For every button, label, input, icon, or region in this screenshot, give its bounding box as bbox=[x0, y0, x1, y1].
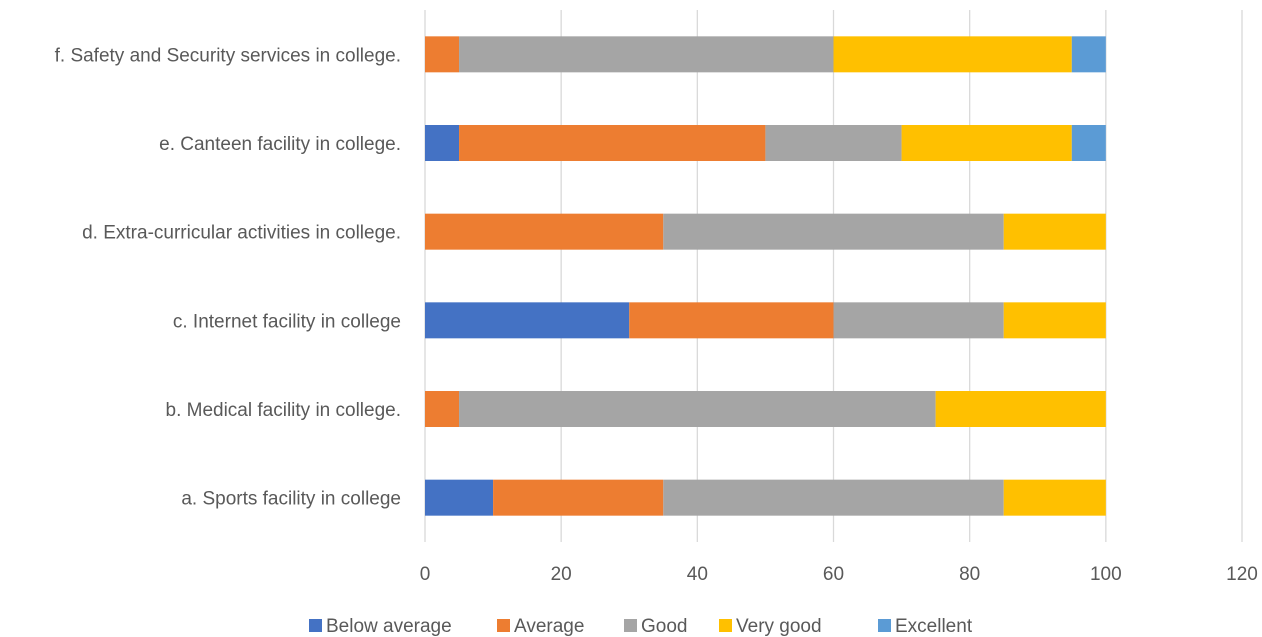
bar-segment bbox=[459, 391, 936, 427]
bar-segment bbox=[425, 125, 460, 161]
bar-segment bbox=[1003, 302, 1106, 339]
bar-segment bbox=[935, 391, 1106, 427]
x-tick-labels: 0 20 40 60 80 100 120 bbox=[420, 564, 1258, 585]
category-label: d. Extra-curricular activities in colleg… bbox=[82, 223, 401, 244]
legend-swatch bbox=[878, 619, 891, 632]
legend-swatch bbox=[497, 619, 510, 632]
x-tick-label: 0 bbox=[420, 564, 431, 585]
x-tick-label: 20 bbox=[551, 564, 572, 585]
bar-segment bbox=[833, 302, 1004, 339]
bar-segment bbox=[629, 302, 834, 339]
bar-segment bbox=[1071, 125, 1106, 161]
x-tick-label: 80 bbox=[959, 564, 980, 585]
x-tick-label: 40 bbox=[687, 564, 708, 585]
bar-segment bbox=[425, 479, 494, 516]
category-label: f. Safety and Security services in colle… bbox=[55, 45, 401, 66]
legend-label: Good bbox=[641, 616, 687, 637]
bar-segment bbox=[425, 302, 630, 339]
category-label: c. Internet facility in college bbox=[173, 311, 401, 332]
legend-label: Excellent bbox=[895, 616, 973, 637]
category-label: a. Sports facility in college bbox=[181, 489, 401, 510]
bar-segment bbox=[425, 36, 460, 73]
gridlines bbox=[424, 10, 1243, 542]
category-labels: a. Sports facility in college b. Medical … bbox=[55, 45, 401, 509]
x-tick-label: 120 bbox=[1226, 564, 1258, 585]
bar-segment bbox=[493, 479, 664, 516]
category-label: b. Medical facility in college. bbox=[166, 400, 402, 421]
bar-segment bbox=[425, 391, 460, 427]
legend-swatch bbox=[719, 619, 732, 632]
bar-segment bbox=[765, 125, 902, 161]
legend-swatch bbox=[624, 619, 637, 632]
bar-segment bbox=[1071, 36, 1106, 73]
x-tick-label: 60 bbox=[823, 564, 844, 585]
bar-segment bbox=[1003, 213, 1106, 250]
bar-segment bbox=[425, 213, 664, 250]
bar-segment bbox=[663, 479, 1004, 516]
bar-segment bbox=[1003, 479, 1106, 516]
bar-segment bbox=[663, 213, 1004, 250]
legend-label: Below average bbox=[326, 616, 452, 637]
legend-swatch bbox=[309, 619, 322, 632]
legend-label: Very good bbox=[736, 616, 822, 637]
bars bbox=[425, 36, 1106, 516]
bar-segment bbox=[901, 125, 1072, 161]
x-tick-label: 100 bbox=[1090, 564, 1122, 585]
legend-label: Average bbox=[514, 616, 584, 637]
bar-segment bbox=[833, 36, 1072, 73]
bar-segment bbox=[459, 36, 834, 73]
legend: Below average Average Good Very good Excelle… bbox=[309, 616, 973, 637]
bar-segment bbox=[459, 125, 766, 161]
category-label: e. Canteen facility in college. bbox=[159, 134, 401, 155]
